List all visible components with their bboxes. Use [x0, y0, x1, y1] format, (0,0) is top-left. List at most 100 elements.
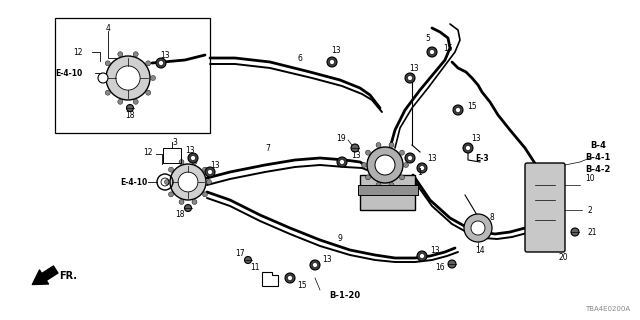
- Circle shape: [417, 163, 427, 173]
- Circle shape: [202, 167, 207, 172]
- Text: 13: 13: [471, 133, 481, 142]
- Text: B-1-20: B-1-20: [330, 291, 360, 300]
- Circle shape: [365, 175, 371, 180]
- Text: 20: 20: [558, 253, 568, 262]
- Circle shape: [464, 214, 492, 242]
- Text: 1: 1: [418, 167, 422, 177]
- Text: 18: 18: [175, 210, 185, 219]
- Text: 7: 7: [266, 143, 271, 153]
- Text: B-4-1: B-4-1: [586, 153, 611, 162]
- Circle shape: [362, 163, 367, 167]
- Text: 10: 10: [585, 173, 595, 182]
- Circle shape: [244, 257, 252, 263]
- Circle shape: [100, 76, 106, 81]
- Text: 15: 15: [467, 101, 477, 110]
- Text: 8: 8: [490, 212, 494, 221]
- Circle shape: [417, 251, 427, 261]
- Circle shape: [463, 143, 473, 153]
- Bar: [360, 175, 415, 210]
- Circle shape: [389, 182, 394, 188]
- Circle shape: [376, 182, 381, 188]
- Circle shape: [287, 276, 292, 281]
- Text: 3: 3: [173, 138, 177, 147]
- Circle shape: [192, 160, 197, 164]
- Circle shape: [184, 204, 191, 212]
- Bar: [163, 148, 181, 163]
- Text: E-4-10: E-4-10: [120, 178, 147, 187]
- Circle shape: [202, 192, 207, 197]
- Circle shape: [133, 99, 138, 104]
- Circle shape: [367, 147, 403, 183]
- Circle shape: [179, 199, 184, 204]
- Text: 13: 13: [160, 51, 170, 60]
- Circle shape: [399, 175, 404, 180]
- Text: 19: 19: [336, 133, 346, 142]
- Circle shape: [159, 60, 163, 66]
- Circle shape: [146, 61, 151, 66]
- Circle shape: [419, 165, 424, 171]
- Circle shape: [118, 99, 123, 104]
- Circle shape: [146, 90, 151, 95]
- Text: 11: 11: [250, 263, 260, 273]
- Circle shape: [98, 73, 108, 83]
- Text: 13: 13: [427, 154, 437, 163]
- Circle shape: [427, 47, 437, 57]
- Circle shape: [405, 73, 415, 83]
- Circle shape: [205, 167, 215, 177]
- Circle shape: [351, 144, 359, 152]
- Circle shape: [164, 180, 170, 185]
- Text: 13: 13: [409, 63, 419, 73]
- Circle shape: [339, 159, 344, 164]
- Circle shape: [150, 76, 156, 81]
- Text: 14: 14: [475, 245, 485, 254]
- Circle shape: [106, 56, 150, 100]
- Circle shape: [310, 260, 320, 270]
- Text: 13: 13: [185, 146, 195, 155]
- Circle shape: [465, 146, 470, 150]
- Circle shape: [429, 50, 435, 54]
- Circle shape: [471, 221, 485, 235]
- Circle shape: [156, 58, 166, 68]
- Text: 17: 17: [235, 250, 245, 259]
- Circle shape: [375, 155, 395, 175]
- Text: E-4-10: E-4-10: [55, 68, 83, 77]
- Text: 12: 12: [143, 148, 153, 156]
- Circle shape: [118, 52, 123, 57]
- Circle shape: [327, 57, 337, 67]
- Text: 9: 9: [337, 234, 342, 243]
- Circle shape: [133, 52, 138, 57]
- Text: 12: 12: [73, 47, 83, 57]
- Text: TBA4E0200A: TBA4E0200A: [585, 306, 630, 312]
- Circle shape: [285, 273, 295, 283]
- Text: 15: 15: [297, 281, 307, 290]
- Circle shape: [456, 108, 461, 113]
- Text: 2: 2: [588, 205, 593, 214]
- Bar: [55, 18, 210, 133]
- Text: E-3: E-3: [475, 154, 489, 163]
- Text: 13: 13: [351, 150, 361, 159]
- Circle shape: [207, 170, 212, 174]
- Text: 13: 13: [430, 245, 440, 254]
- Circle shape: [178, 172, 198, 192]
- Circle shape: [389, 142, 394, 148]
- Circle shape: [448, 260, 456, 268]
- Circle shape: [571, 228, 579, 236]
- Circle shape: [330, 60, 335, 65]
- Text: 5: 5: [426, 34, 431, 43]
- Circle shape: [168, 192, 173, 197]
- Circle shape: [116, 66, 140, 90]
- Text: 13: 13: [322, 255, 332, 265]
- Circle shape: [408, 156, 413, 161]
- Text: 16: 16: [435, 263, 445, 273]
- Circle shape: [365, 150, 371, 155]
- Text: 13: 13: [210, 161, 220, 170]
- FancyArrowPatch shape: [33, 266, 58, 284]
- Circle shape: [408, 76, 413, 81]
- Circle shape: [168, 167, 173, 172]
- Circle shape: [105, 90, 110, 95]
- Circle shape: [453, 105, 463, 115]
- Circle shape: [127, 105, 134, 111]
- Text: B-4-2: B-4-2: [586, 164, 611, 173]
- Circle shape: [399, 150, 404, 155]
- Text: 21: 21: [588, 228, 596, 236]
